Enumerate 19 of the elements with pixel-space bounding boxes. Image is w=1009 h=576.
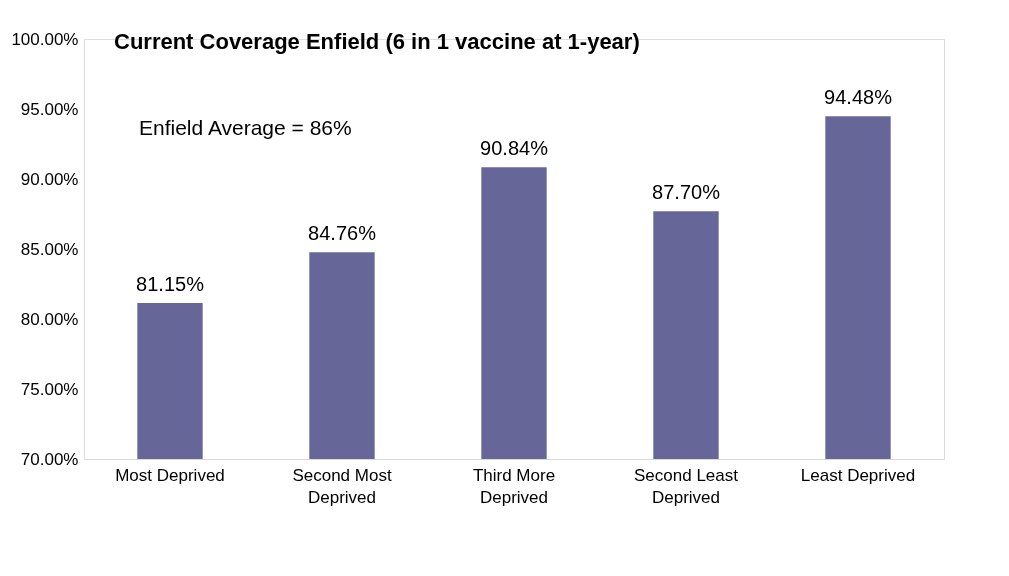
data-label: 87.70% [652,181,721,204]
y-tick-label: 90.00% [20,169,79,189]
annotation: Enfield Average = 86% [139,116,352,139]
data-label: 81.15% [136,272,205,295]
y-tick-label: 95.00% [20,99,79,119]
data-label: 90.84% [480,137,549,160]
x-tick-label: Most Deprived [115,465,225,485]
y-tick-label: 75.00% [20,379,79,399]
data-label: 94.48% [824,86,893,109]
x-tick-label: Second Least Deprived [634,465,739,507]
y-tick-label: 85.00% [20,239,79,259]
y-tick-label: 70.00% [20,449,79,469]
y-tick-label: 100.00% [11,29,79,49]
x-tick-label: Second Most Deprived [292,465,392,507]
y-tick-label: 80.00% [20,309,79,329]
x-tick-label: Least Deprived [800,465,916,485]
chart-title: Current Coverage Enfield (6 in 1 vaccine at 1-year) [114,29,640,54]
x-tick-label: Third More Deprived [472,465,556,507]
data-label: 84.76% [308,222,377,245]
